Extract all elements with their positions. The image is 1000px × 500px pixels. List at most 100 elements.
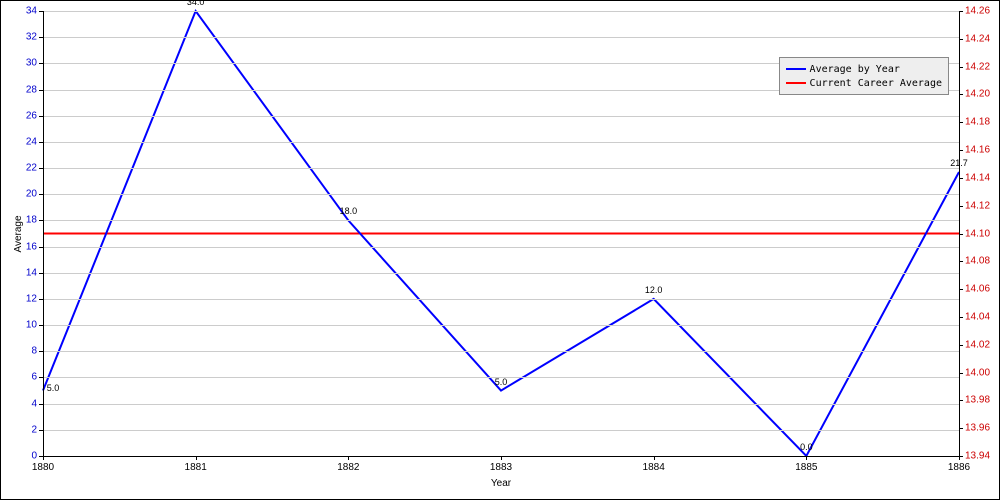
y-right-tick-label: 14.26 (965, 6, 990, 17)
grid-line (43, 194, 959, 195)
x-tick-label: 1881 (185, 462, 207, 473)
x-tick (43, 456, 44, 460)
x-tick (959, 456, 960, 460)
grid-line (43, 168, 959, 169)
x-tick-label: 1883 (490, 462, 512, 473)
grid-line (43, 220, 959, 221)
legend-label-career-avg: Current Career Average (810, 78, 942, 89)
x-tick (348, 456, 349, 460)
y-left-tick (39, 11, 43, 12)
data-point-label: 18.0 (340, 206, 358, 216)
y-right-tick-label: 14.08 (965, 256, 990, 267)
grid-line (43, 325, 959, 326)
y-right-tick-label: 14.24 (965, 33, 990, 44)
x-tick (501, 456, 502, 460)
legend-label-avg-by-year: Average by Year (810, 64, 900, 75)
y-right-tick-label: 14.14 (965, 172, 990, 183)
y-left-tick (39, 194, 43, 195)
x-tick-label: 1885 (795, 462, 817, 473)
y-right-tick (959, 400, 963, 401)
y-right-tick (959, 206, 963, 207)
y-right-tick-label: 14.10 (965, 228, 990, 239)
legend-swatch-career-avg (786, 82, 806, 84)
y-right-tick-label: 13.94 (965, 451, 990, 462)
y-left-tick-label: 0 (1, 451, 37, 462)
y-left-tick-label: 10 (1, 320, 37, 331)
x-tick-label: 1886 (948, 462, 970, 473)
y-left-tick (39, 273, 43, 274)
y-left-tick-label: 26 (1, 110, 37, 121)
y-right-tick-label: 13.96 (965, 423, 990, 434)
y-left-tick (39, 63, 43, 64)
y-right-tick (959, 345, 963, 346)
y-left-tick-label: 14 (1, 267, 37, 278)
y-left-tick (39, 220, 43, 221)
legend-row-career-avg: Current Career Average (786, 76, 942, 90)
y-left-tick-label: 2 (1, 424, 37, 435)
y-left-tick (39, 247, 43, 248)
y-left-tick-label: 8 (1, 346, 37, 357)
y-left-tick (39, 37, 43, 38)
x-tick (196, 456, 197, 460)
y-right-tick (959, 94, 963, 95)
y-right-tick-label: 13.98 (965, 395, 990, 406)
y-left-tick (39, 168, 43, 169)
grid-line (43, 37, 959, 38)
y-left-tick-label: 12 (1, 293, 37, 304)
grid-line (43, 299, 959, 300)
y-right-tick (959, 234, 963, 235)
y-left-tick-label: 30 (1, 58, 37, 69)
x-axis-label: Year (491, 478, 511, 489)
y-left-tick (39, 404, 43, 405)
y-right-tick (959, 150, 963, 151)
grid-line (43, 11, 959, 12)
y-left-tick-label: 20 (1, 189, 37, 200)
y-left-tick (39, 325, 43, 326)
x-tick-label: 1884 (643, 462, 665, 473)
y-right-tick-label: 14.20 (965, 89, 990, 100)
x-tick-label: 1882 (337, 462, 359, 473)
y-left-tick-label: 28 (1, 84, 37, 95)
x-tick (654, 456, 655, 460)
y-right-tick-label: 14.22 (965, 61, 990, 72)
y-left-tick (39, 430, 43, 431)
x-tick (806, 456, 807, 460)
y-right-tick (959, 67, 963, 68)
data-point-label: 34.0 (187, 0, 205, 7)
y-right-tick (959, 122, 963, 123)
y-right-tick (959, 428, 963, 429)
y-right-tick (959, 317, 963, 318)
y-left-tick (39, 299, 43, 300)
y-left-tick (39, 142, 43, 143)
y-right-tick (959, 11, 963, 12)
chart-container: 5.034.018.05.012.00.021.7 Average by Yea… (0, 0, 1000, 500)
y-right-tick-label: 14.18 (965, 117, 990, 128)
y-left-tick-label: 32 (1, 32, 37, 43)
y-right-tick-label: 14.04 (965, 311, 990, 322)
grid-line (43, 247, 959, 248)
y-left-tick-label: 22 (1, 163, 37, 174)
x-tick-label: 1880 (32, 462, 54, 473)
y-left-tick-label: 34 (1, 6, 37, 17)
y-right-tick (959, 289, 963, 290)
grid-line (43, 404, 959, 405)
grid-line (43, 430, 959, 431)
y-right-tick (959, 39, 963, 40)
y-axis-left-label: Average (13, 215, 24, 252)
y-axis-left-line (43, 11, 44, 456)
y-left-tick-label: 24 (1, 136, 37, 147)
y-right-tick (959, 178, 963, 179)
data-point-label: 5.0 (47, 383, 60, 393)
data-point-label: 5.0 (495, 377, 508, 387)
y-left-tick (39, 351, 43, 352)
y-right-tick-label: 14.12 (965, 200, 990, 211)
y-right-tick-label: 14.00 (965, 367, 990, 378)
y-left-tick (39, 377, 43, 378)
grid-line (43, 273, 959, 274)
y-left-tick (39, 116, 43, 117)
y-right-tick-label: 14.06 (965, 284, 990, 295)
grid-line (43, 116, 959, 117)
legend: Average by Year Current Career Average (779, 57, 949, 95)
grid-line (43, 142, 959, 143)
y-right-tick-label: 14.16 (965, 145, 990, 156)
